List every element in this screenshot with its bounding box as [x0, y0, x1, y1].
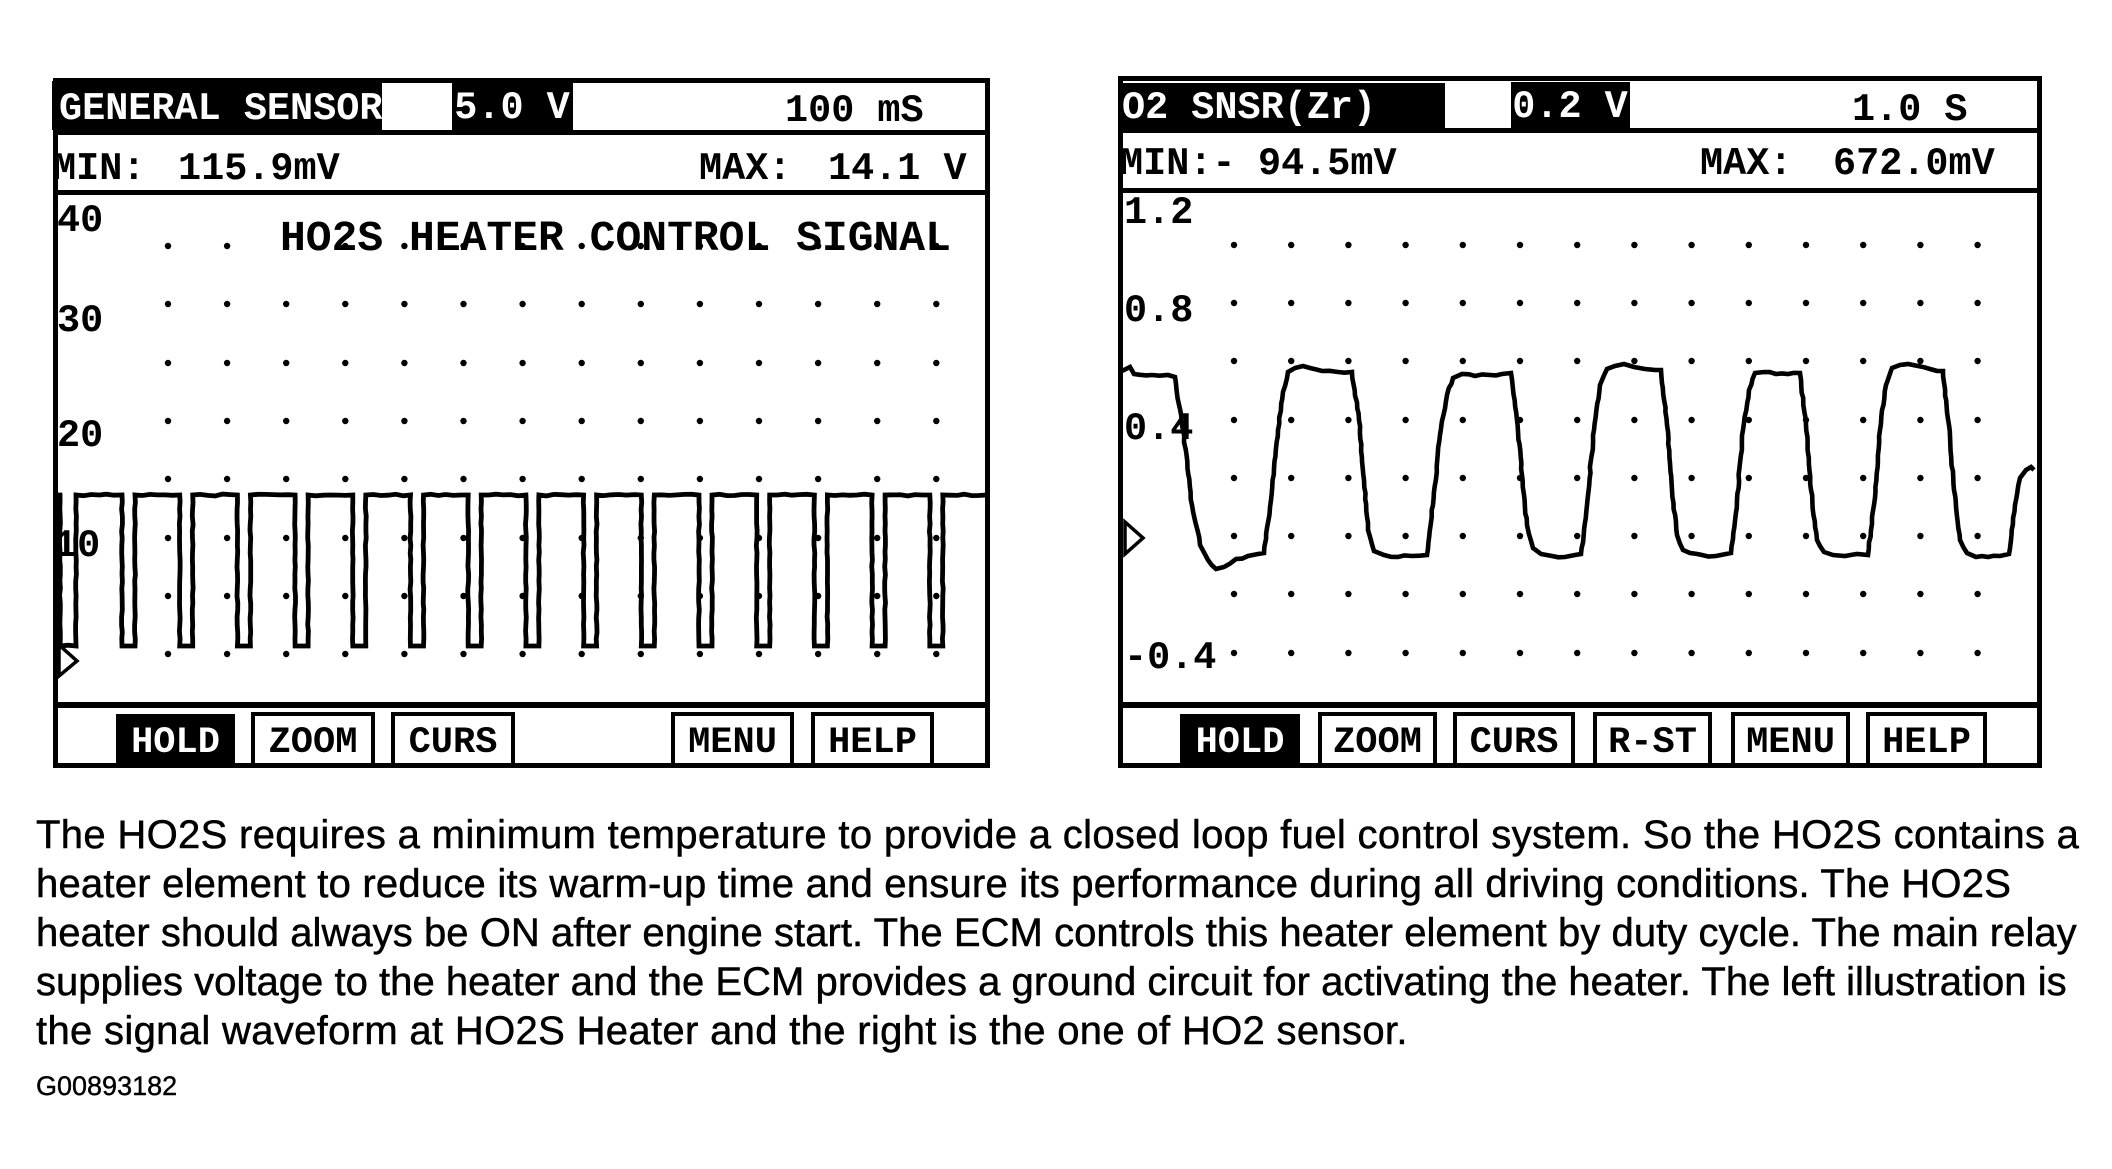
svg-text:1.2: 1.2	[1124, 191, 1193, 235]
svg-text:94.5mV: 94.5mV	[1258, 142, 1398, 186]
svg-text:ZOOM: ZOOM	[269, 722, 358, 764]
svg-text:MIN:-: MIN:-	[1120, 142, 1236, 186]
svg-text:HO2S HEATER CONTROL SIGNAL: HO2S HEATER CONTROL SIGNAL	[280, 214, 951, 263]
svg-text:CURS: CURS	[409, 722, 498, 764]
svg-text:MENU: MENU	[688, 722, 777, 764]
svg-text:100 mS: 100 mS	[785, 89, 924, 133]
svg-text:ZOOM: ZOOM	[1333, 722, 1422, 764]
svg-text:O2 SNSR(Zr): O2 SNSR(Zr)	[1122, 86, 1376, 130]
svg-text:HELP: HELP	[1882, 722, 1971, 764]
svg-text:CURS: CURS	[1470, 722, 1559, 764]
svg-text:14.1 V: 14.1 V	[828, 147, 968, 191]
svg-text:672.0mV: 672.0mV	[1833, 142, 1996, 186]
svg-text:30: 30	[57, 299, 103, 343]
svg-text:MAX:: MAX:	[1700, 142, 1792, 186]
svg-text:115.9mV: 115.9mV	[178, 147, 341, 191]
svg-text:0.2 V: 0.2 V	[1512, 85, 1628, 129]
svg-text:HOLD: HOLD	[131, 722, 220, 764]
svg-text:5.0 V: 5.0 V	[454, 86, 570, 130]
svg-text:HOLD: HOLD	[1196, 722, 1285, 764]
svg-text:HELP: HELP	[828, 722, 917, 764]
svg-text:20: 20	[57, 414, 103, 458]
svg-text:MENU: MENU	[1746, 722, 1835, 764]
svg-text:1.0 S: 1.0 S	[1852, 88, 1968, 132]
svg-text:MIN:: MIN:	[53, 147, 145, 191]
svg-text:GENERAL SENSOR: GENERAL SENSOR	[59, 87, 383, 131]
svg-text:R-ST: R-ST	[1608, 722, 1697, 764]
svg-text:0.8: 0.8	[1124, 289, 1193, 333]
svg-text:40: 40	[57, 199, 103, 243]
svg-text:MAX:: MAX:	[699, 147, 791, 191]
svg-text:-0.4: -0.4	[1124, 636, 1216, 680]
